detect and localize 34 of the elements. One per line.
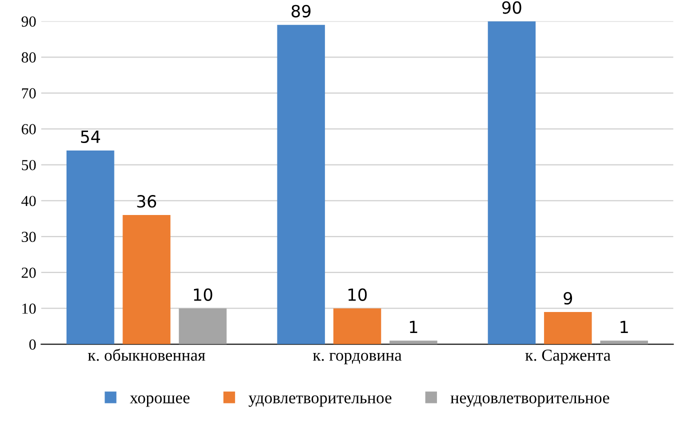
bar: [277, 24, 325, 344]
data-label: 36: [137, 195, 156, 208]
y-tick-label: 50: [22, 160, 36, 170]
bar: [122, 215, 170, 344]
bar: [488, 21, 536, 344]
data-label: 54: [81, 130, 100, 144]
data-label: 9: [564, 292, 572, 305]
bar: [544, 312, 592, 344]
y-tick-label: 60: [22, 124, 36, 134]
y-tick-label: 90: [22, 16, 36, 27]
y-tick-label: 40: [21, 196, 36, 206]
bar: [390, 340, 438, 344]
x-tick-label: к. Саржента: [525, 350, 611, 364]
data-label: 10: [348, 288, 367, 301]
data-label: 90: [502, 1, 522, 14]
x-tick-label: к. гордовина: [312, 352, 402, 364]
x-tick-label: к. обыкновенная: [88, 348, 206, 361]
y-tick-label: 30: [22, 232, 36, 242]
data-label: 1: [620, 320, 628, 334]
legend-label: удовлетворительное: [248, 395, 392, 407]
legend-label: неудовлетворительное: [450, 395, 610, 407]
y-tick-label: 0: [29, 339, 36, 350]
bar: [600, 340, 648, 344]
y-tick-label: 20: [22, 268, 36, 278]
y-tick-label: 80: [22, 52, 36, 63]
y-tick-label: 70: [22, 88, 36, 98]
bar: [178, 308, 227, 344]
data-label: 89: [292, 4, 310, 18]
legend-label: хорошее: [130, 395, 190, 407]
data-label: 10: [194, 288, 212, 301]
data-label: 1: [410, 320, 418, 334]
bar: [333, 308, 382, 344]
bar: [66, 150, 114, 344]
y-tick-label: 10: [22, 304, 36, 314]
